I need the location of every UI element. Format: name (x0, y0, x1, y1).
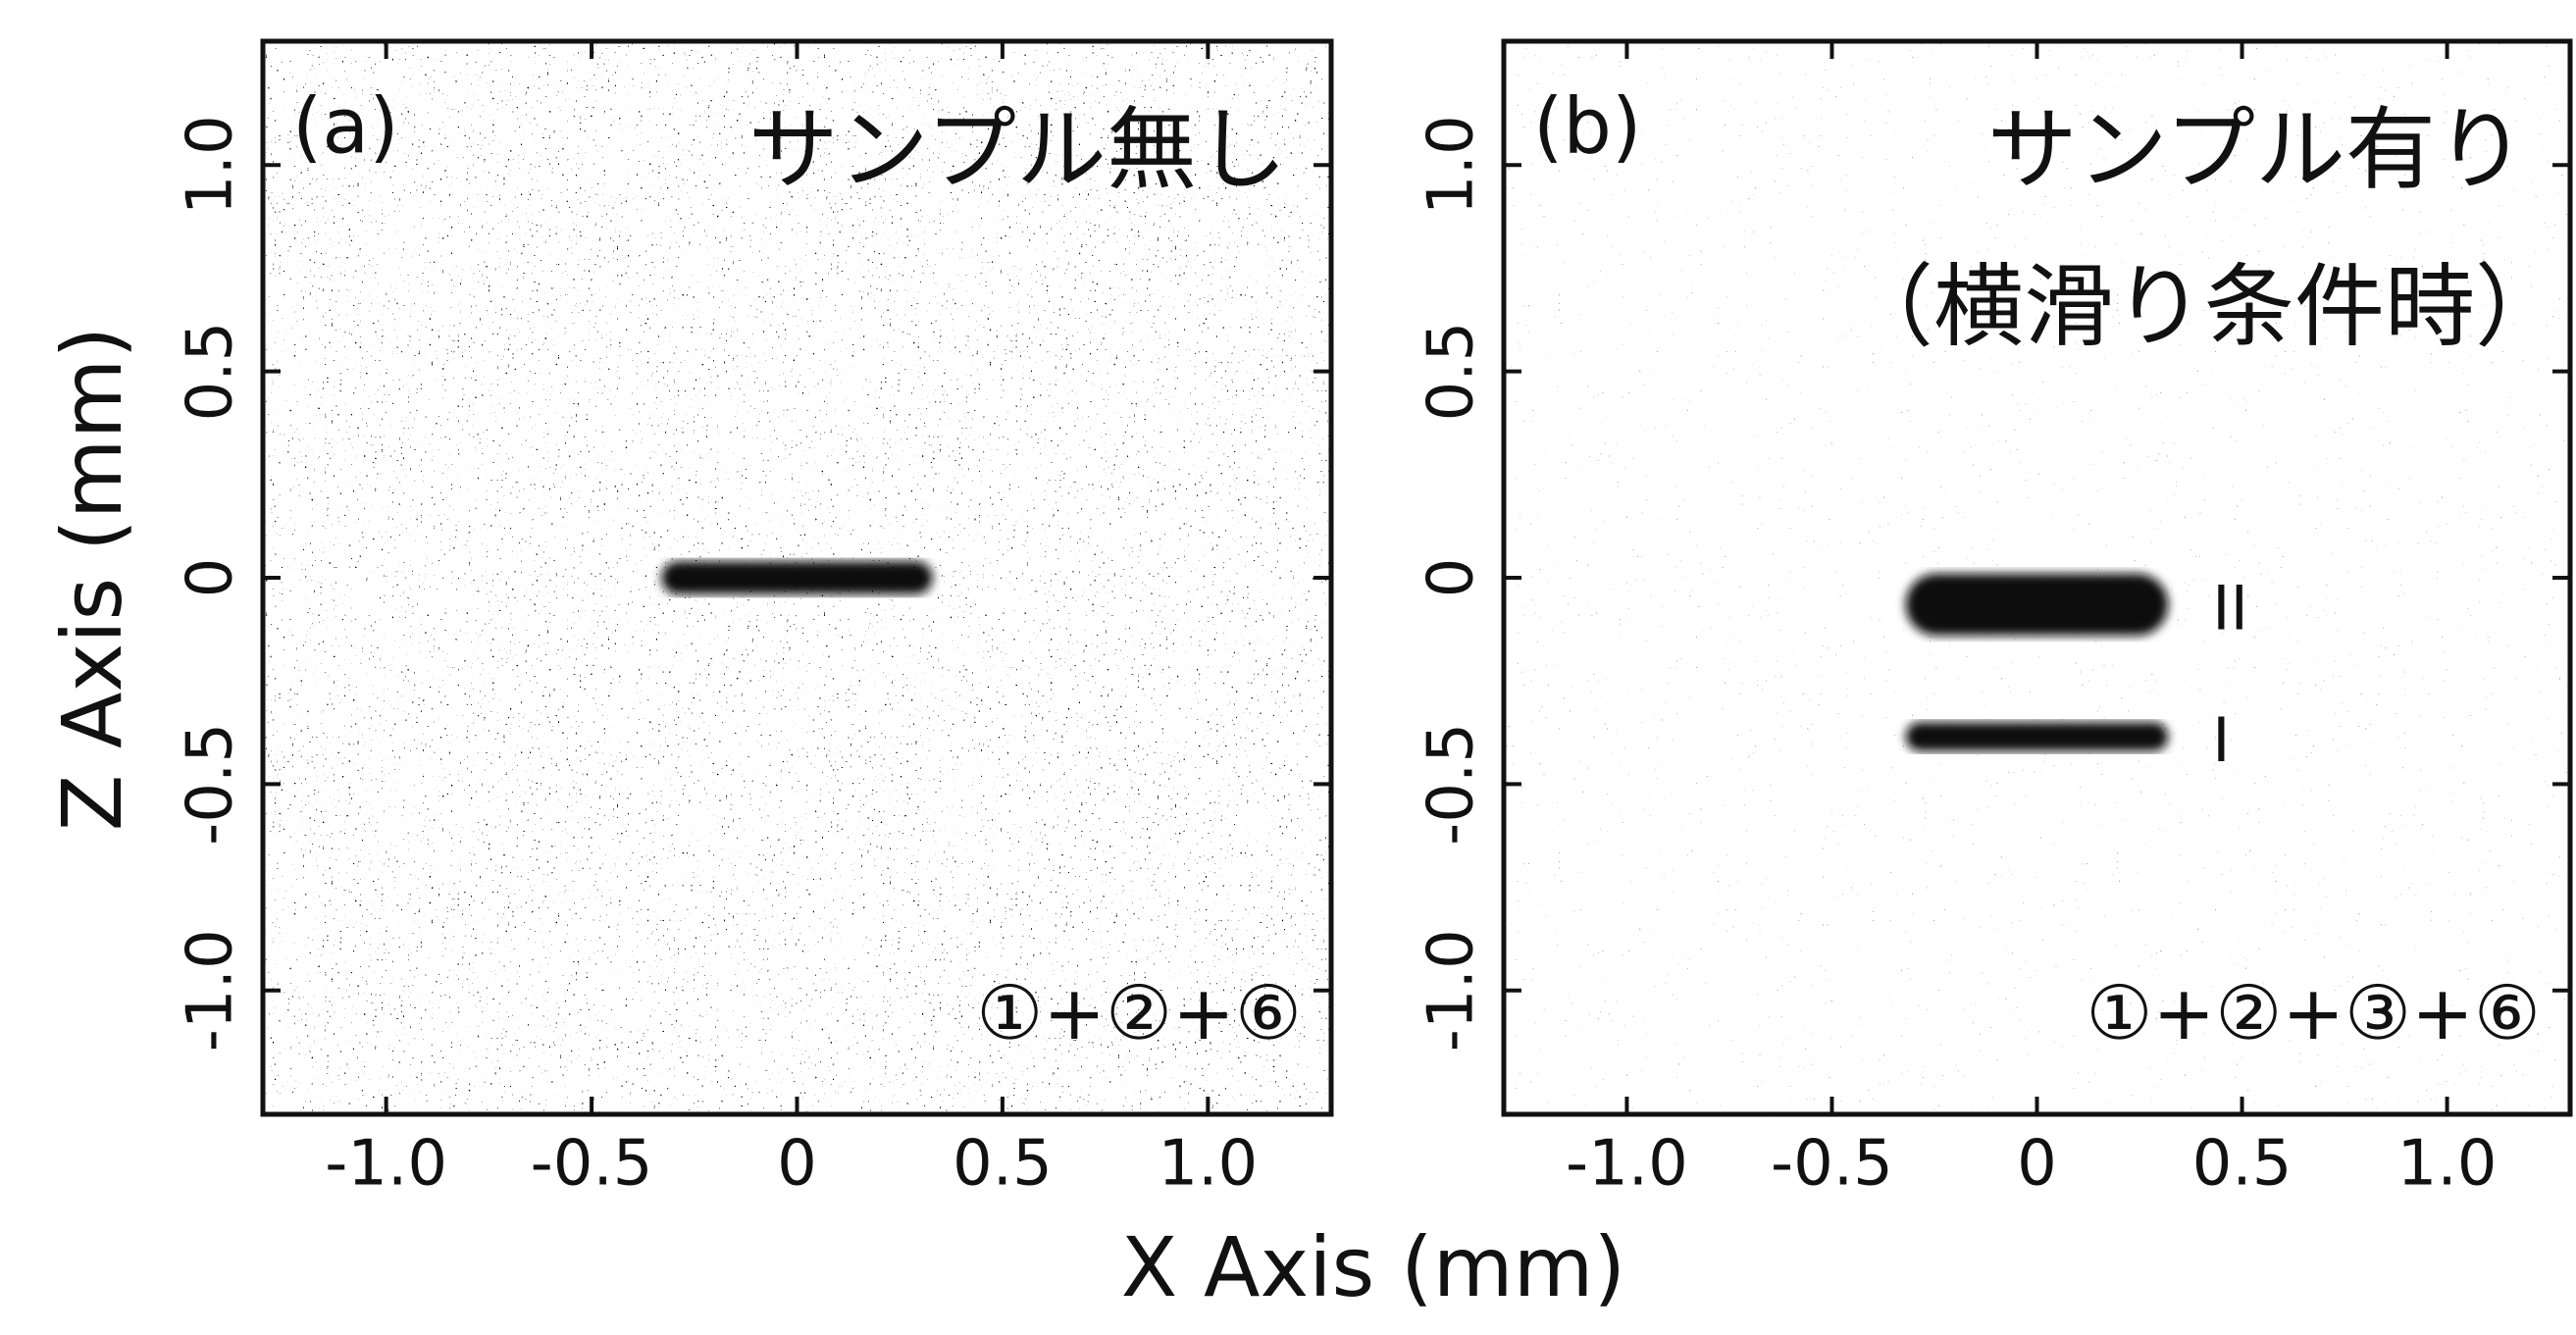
x-tick-label: -1.0 (1566, 1128, 1688, 1201)
band (1905, 573, 2169, 636)
y-tick-label: 1.0 (1416, 115, 1488, 215)
panel-title: サンプル無し (748, 97, 1287, 202)
x-tick-label: -0.5 (1771, 1128, 1893, 1201)
band (1905, 722, 2169, 751)
band (661, 561, 933, 594)
x-tick-label: 0 (777, 1128, 817, 1201)
y-tick-label: 0.5 (175, 322, 247, 422)
y-tick-label: -1.0 (1416, 929, 1488, 1052)
band-label: I (2212, 704, 2230, 776)
x-tick-label: -1.0 (325, 1128, 447, 1201)
panel-label: (a) (292, 82, 399, 171)
y-tick-label: 0.5 (1416, 322, 1488, 422)
x-tick-label: 0.5 (2192, 1128, 2293, 1201)
panel-title: （横滑り条件時） (1843, 254, 2565, 359)
x-tick-label: -0.5 (531, 1128, 653, 1201)
x-tick-label: 1.0 (1158, 1128, 1258, 1201)
y-tick-label: -1.0 (175, 929, 247, 1052)
x-axis-label: X Axis (mm) (1121, 1219, 1625, 1315)
formula: ①+②+③+⑥ (2086, 969, 2541, 1056)
x-tick-label: 0 (2017, 1128, 2057, 1201)
y-tick-label: 0 (175, 558, 247, 598)
x-tick-label: 0.5 (953, 1128, 1053, 1201)
y-tick-label: -0.5 (1416, 723, 1488, 846)
y-tick-label: 1.0 (175, 115, 247, 215)
x-tick-label: 1.0 (2397, 1128, 2498, 1201)
formula: ①+②+⑥ (976, 969, 1302, 1056)
y-axis-label: Z Axis (mm) (44, 327, 140, 831)
panel-title: サンプル有り (1987, 97, 2526, 202)
y-tick-label: -0.5 (175, 723, 247, 846)
band-label: II (2212, 572, 2248, 643)
y-tick-label: 0 (1416, 558, 1488, 598)
panel-label: (b) (1533, 82, 1641, 171)
